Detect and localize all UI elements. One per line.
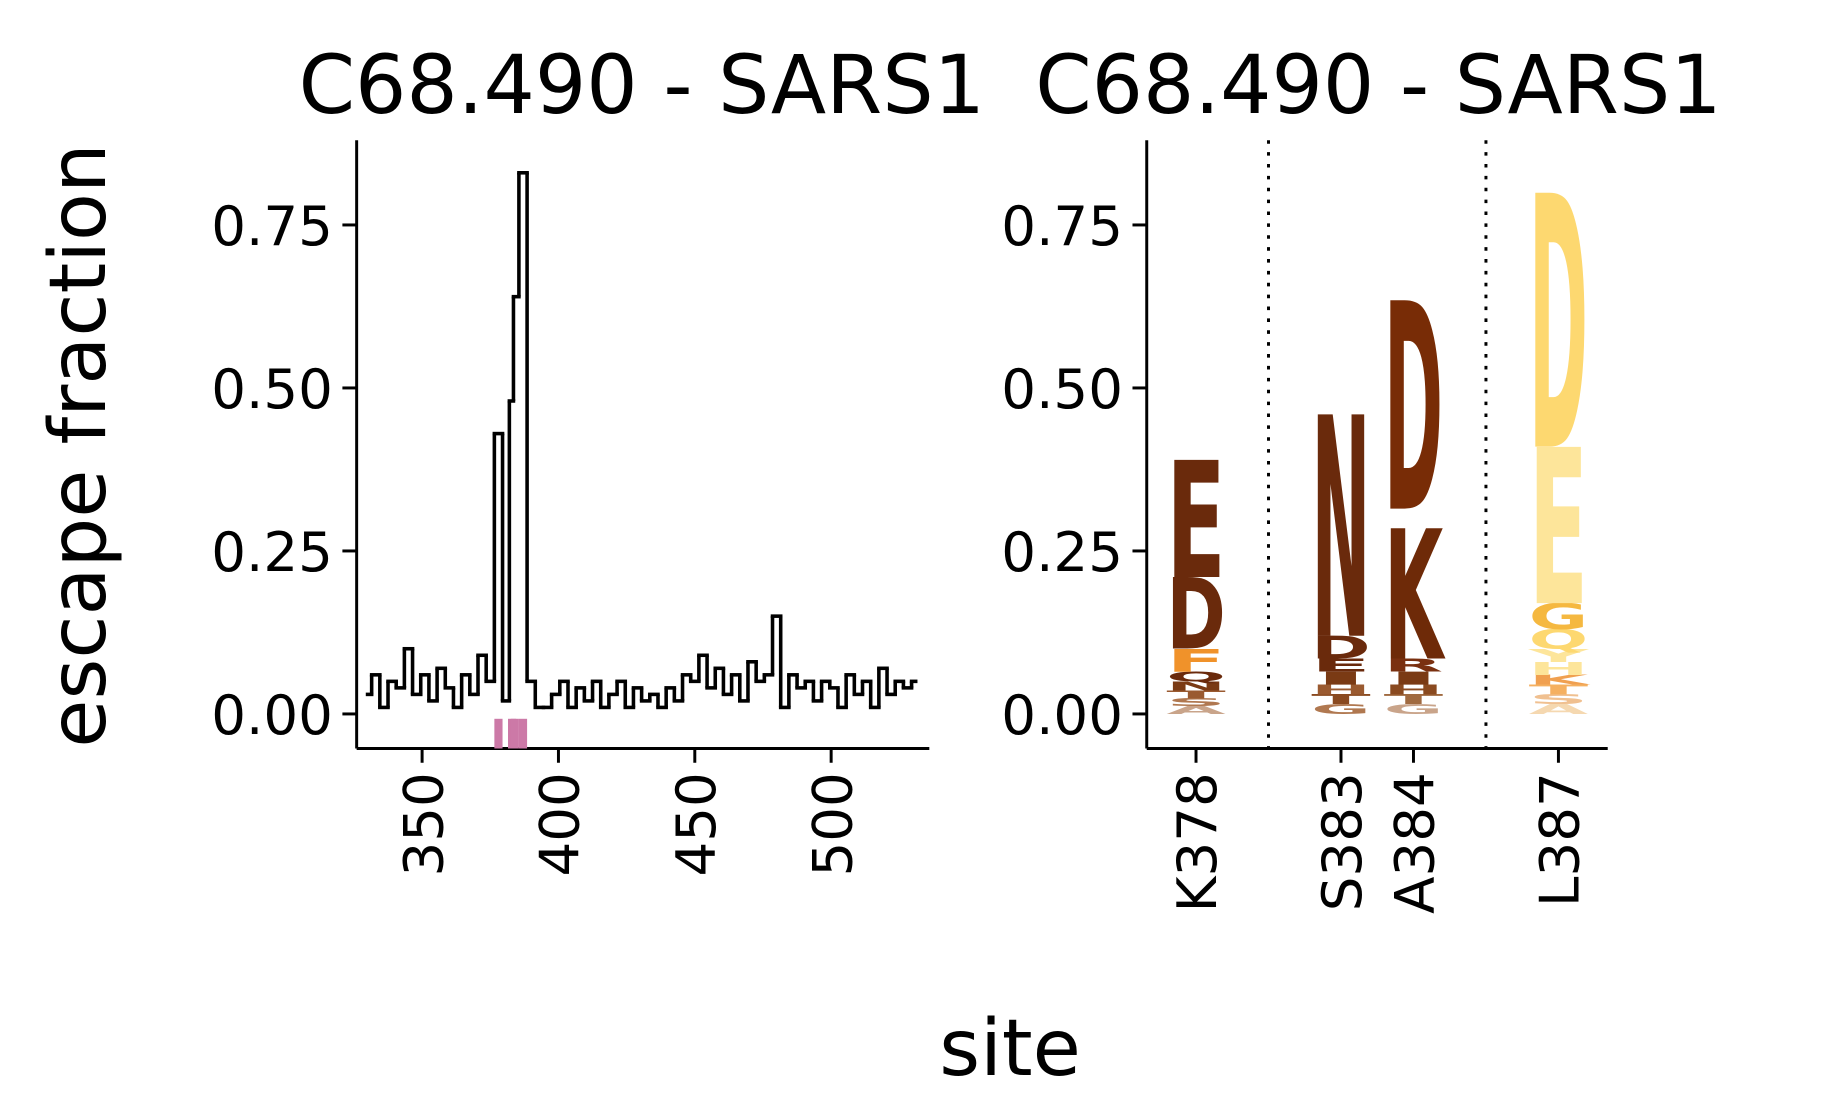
logo-letter: K xyxy=(1384,492,1446,700)
logo-letter: N xyxy=(1166,679,1225,694)
logo-letter: T xyxy=(1529,682,1589,698)
highlight-site xyxy=(510,718,519,749)
x-tick-label: 450 xyxy=(664,772,728,876)
logo-letter: A xyxy=(1529,702,1589,718)
logo-letter: E xyxy=(1166,429,1225,616)
logo-letter: I xyxy=(1384,668,1443,689)
logo-letter: H xyxy=(1529,658,1588,679)
logo-letter: Q xyxy=(1529,624,1588,655)
chart-title: C68.490 - SARS1 xyxy=(299,39,985,133)
logo-letter: H xyxy=(1384,682,1443,698)
logo-letter: G xyxy=(1384,702,1443,718)
x-tick-label: A384 xyxy=(1383,772,1447,914)
y-tick-label: 0.00 xyxy=(211,683,333,747)
chart-title: C68.490 - SARS1 xyxy=(1035,39,1721,133)
logo-letter: I xyxy=(1311,668,1370,689)
logo-letter: F xyxy=(1166,643,1225,679)
logo-letter: E xyxy=(1529,404,1588,654)
logo-letter: H xyxy=(1311,682,1370,698)
y-tick-label: 0.50 xyxy=(1001,357,1123,421)
logo-letter: N xyxy=(1311,355,1370,708)
logo-letter: E xyxy=(1384,504,1443,535)
y-tick-label: 0.75 xyxy=(211,194,333,258)
x-tick-label: 500 xyxy=(800,772,864,876)
logo-letter: S xyxy=(1529,692,1588,708)
logo-letter: T xyxy=(1166,688,1226,700)
x-tick-label: 400 xyxy=(528,772,592,876)
x-tick-label: S383 xyxy=(1310,772,1374,911)
logo-letter: G xyxy=(1311,702,1370,718)
logo-letter: K xyxy=(1529,672,1592,688)
logo-letter: T xyxy=(1384,692,1444,708)
logo-letter: Q xyxy=(1166,669,1225,685)
x-tick-label: L387 xyxy=(1528,772,1592,907)
logo-letter: E xyxy=(1311,655,1370,676)
highlight-site xyxy=(518,718,528,749)
highlight-site xyxy=(494,718,503,749)
x-tick-label: 350 xyxy=(391,772,455,876)
logo-letter: S xyxy=(1166,696,1225,708)
logo-letter: A xyxy=(1166,704,1225,716)
logo-letter: G xyxy=(1529,596,1588,638)
y-tick-label: 0.00 xyxy=(1001,683,1123,747)
logo-letter: D xyxy=(1384,243,1443,576)
y-axis-label: escape fraction xyxy=(33,143,124,747)
x-tick-label: K378 xyxy=(1165,772,1229,912)
logo-letter: R xyxy=(1384,655,1443,676)
logo-letter: D xyxy=(1166,558,1225,672)
x-axis-label: site xyxy=(939,1003,1081,1094)
logo-letter: D xyxy=(1311,630,1370,666)
y-tick-label: 0.75 xyxy=(1001,194,1123,258)
logo-letter: T xyxy=(1311,692,1371,708)
y-tick-label: 0.25 xyxy=(1001,520,1123,584)
logo-letter: Y xyxy=(1528,645,1590,666)
y-tick-label: 0.25 xyxy=(211,520,333,584)
logo-letter: D xyxy=(1529,124,1588,530)
y-tick-label: 0.50 xyxy=(211,357,333,421)
